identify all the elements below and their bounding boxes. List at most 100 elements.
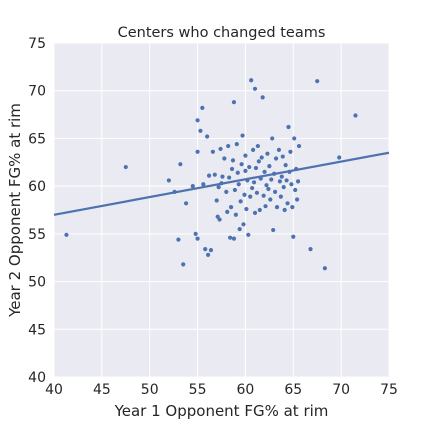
data-point bbox=[266, 186, 271, 192]
data-point bbox=[64, 232, 69, 237]
data-point bbox=[308, 247, 313, 252]
data-point bbox=[214, 198, 219, 203]
x-tick-label: 55 bbox=[189, 382, 207, 398]
data-point bbox=[268, 197, 273, 202]
data-point bbox=[278, 194, 283, 199]
data-point bbox=[254, 190, 260, 195]
data-point bbox=[226, 143, 231, 149]
y-tick-label: 55 bbox=[28, 227, 46, 243]
data-point bbox=[293, 187, 298, 193]
data-point bbox=[265, 151, 270, 156]
data-point bbox=[250, 147, 256, 152]
data-point bbox=[288, 149, 293, 154]
data-point bbox=[232, 187, 237, 193]
y-tick-label: 45 bbox=[28, 322, 46, 338]
data-point bbox=[222, 156, 227, 161]
data-point bbox=[206, 173, 212, 178]
data-point bbox=[227, 175, 232, 180]
data-point bbox=[353, 113, 358, 118]
data-point bbox=[264, 183, 269, 188]
data-point bbox=[206, 252, 211, 257]
data-point bbox=[183, 201, 189, 206]
data-point bbox=[284, 178, 289, 183]
x-tick-label: 60 bbox=[237, 382, 255, 398]
plot-background bbox=[54, 43, 389, 377]
x-tick-label: 65 bbox=[284, 382, 302, 398]
data-point bbox=[228, 205, 234, 210]
data-point bbox=[231, 236, 237, 241]
data-point bbox=[241, 222, 246, 227]
y-tick-labels: 40 45 50 55 60 65 70 75 bbox=[28, 36, 46, 386]
data-point bbox=[285, 201, 290, 206]
data-point bbox=[203, 247, 208, 252]
data-point bbox=[262, 169, 267, 174]
data-point bbox=[273, 189, 278, 194]
data-point bbox=[195, 118, 200, 123]
data-point bbox=[270, 136, 275, 141]
data-point bbox=[243, 153, 248, 158]
data-point bbox=[282, 207, 287, 213]
data-point bbox=[292, 136, 297, 141]
data-point bbox=[274, 205, 280, 210]
data-point bbox=[281, 184, 286, 190]
data-point bbox=[210, 149, 215, 154]
data-point bbox=[322, 266, 327, 271]
data-point bbox=[240, 133, 245, 138]
data-point bbox=[217, 217, 222, 222]
y-tick-label: 60 bbox=[28, 179, 46, 195]
data-point bbox=[181, 262, 186, 267]
data-point bbox=[218, 146, 223, 152]
data-point bbox=[228, 235, 233, 240]
data-point bbox=[176, 237, 181, 242]
y-tick-label: 75 bbox=[28, 36, 46, 52]
data-point bbox=[236, 182, 241, 187]
data-point bbox=[242, 192, 247, 197]
data-point bbox=[195, 236, 200, 241]
x-tick-label: 40 bbox=[45, 382, 63, 398]
data-point bbox=[231, 100, 237, 105]
data-point bbox=[248, 194, 253, 199]
data-point bbox=[315, 79, 320, 84]
data-points bbox=[64, 78, 358, 271]
x-tick-label: 75 bbox=[380, 382, 398, 398]
x-tick-label: 45 bbox=[93, 382, 111, 398]
data-point bbox=[190, 184, 195, 189]
data-point bbox=[247, 164, 252, 170]
data-point bbox=[239, 162, 244, 167]
data-point bbox=[249, 78, 254, 83]
data-point bbox=[166, 178, 171, 183]
data-point bbox=[201, 182, 206, 187]
data-point bbox=[289, 182, 294, 187]
data-point bbox=[252, 86, 258, 91]
data-point bbox=[250, 185, 255, 191]
data-point bbox=[291, 234, 296, 239]
x-tick-labels: 40 45 50 55 60 65 70 75 bbox=[45, 382, 398, 398]
data-point bbox=[229, 166, 235, 172]
data-point bbox=[178, 162, 183, 167]
data-point bbox=[216, 184, 221, 190]
data-point bbox=[273, 156, 279, 161]
data-point bbox=[233, 212, 238, 217]
data-point bbox=[295, 179, 301, 184]
data-point bbox=[279, 174, 284, 179]
x-tick-label: 50 bbox=[141, 382, 159, 398]
data-point bbox=[225, 209, 230, 215]
data-point bbox=[234, 142, 239, 147]
data-point bbox=[286, 124, 291, 130]
regression-line bbox=[53, 151, 390, 216]
x-tick-label: 70 bbox=[332, 382, 350, 398]
y-tick-label: 70 bbox=[28, 84, 46, 100]
data-point bbox=[238, 199, 243, 204]
chart-title: Centers who changed teams bbox=[118, 25, 326, 41]
regression-line-group bbox=[53, 151, 390, 216]
data-point bbox=[257, 207, 262, 213]
data-point bbox=[261, 193, 266, 198]
data-point bbox=[251, 180, 257, 185]
data-point bbox=[256, 159, 261, 164]
data-point bbox=[198, 128, 203, 133]
data-point bbox=[244, 206, 249, 212]
y-tick-label: 40 bbox=[28, 370, 46, 386]
data-point bbox=[230, 158, 236, 163]
data-point bbox=[290, 205, 295, 210]
